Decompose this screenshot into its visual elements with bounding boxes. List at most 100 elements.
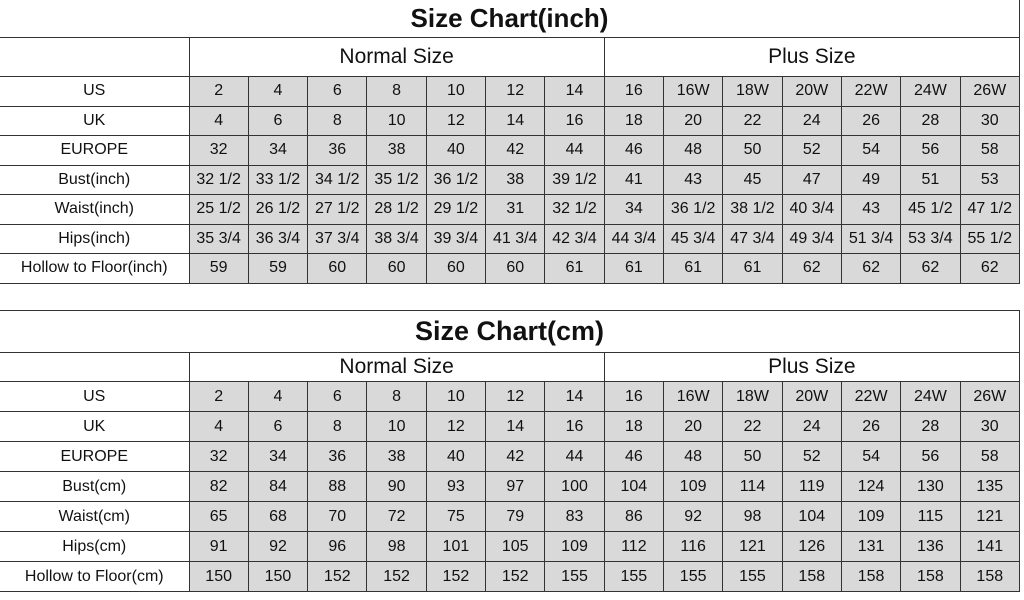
table-cell: 61 — [603, 253, 665, 284]
table-cell: 34 — [247, 135, 309, 166]
table-cell: 61 — [662, 253, 724, 284]
table-cell: 126 — [781, 531, 842, 562]
table-cell: 91 — [188, 531, 249, 562]
table-cell: 4 — [188, 411, 249, 442]
table-cell: 60 — [485, 253, 546, 284]
table-cell: 8 — [307, 411, 368, 442]
table-cell: 93 — [425, 471, 487, 502]
table-cell: 58 — [959, 441, 1021, 472]
table-cell: 34 — [603, 194, 665, 225]
table-cell: 158 — [959, 561, 1021, 592]
table-cell: 62 — [781, 253, 842, 284]
table-cell: 70 — [307, 501, 368, 532]
size-table: Size Chart(inch) Normal Size Plus Size US 2 4… — [0, 0, 1021, 284]
table-cell: 32 — [188, 135, 249, 166]
table-cell: 38 1/2 — [722, 194, 783, 225]
table-cell: 97 — [485, 471, 546, 502]
table-title: Size Chart(inch) — [0, 0, 1020, 38]
table-cell: 20 — [662, 105, 724, 136]
table-cell: 8 — [366, 76, 427, 107]
table-cell: 44 3/4 — [603, 223, 665, 254]
table-cell: 50 — [722, 441, 783, 472]
table-cell: 45 — [722, 164, 783, 195]
table-cell: 121 — [722, 531, 783, 562]
table-cell: 48 — [662, 135, 724, 166]
table-cell: 60 — [366, 253, 427, 284]
table-cell: 150 — [247, 561, 309, 592]
table-cell: 42 — [485, 441, 546, 472]
table-cell: 24W — [900, 381, 961, 412]
table-row: Waist(inch) 25 1/2 26 1/2 27 1/2 28 1/2 29 1/… — [0, 194, 1021, 225]
table-cell: 14 — [544, 76, 605, 107]
row-label: EUROPE — [0, 135, 190, 166]
table-cell: 34 — [247, 441, 309, 472]
table-row: EUROPE 32 34 36 38 40 42 44 46 48 50 52 54 56 58 — [0, 441, 1021, 472]
row-label: US — [0, 76, 190, 107]
table-cell: 105 — [485, 531, 546, 562]
table-cell: 60 — [425, 253, 487, 284]
table-cell: 83 — [544, 501, 605, 532]
table-cell: 47 3/4 — [722, 223, 783, 254]
table-cell: 40 3/4 — [781, 194, 842, 225]
table-cell: 136 — [900, 531, 961, 562]
table-cell: 42 3/4 — [544, 223, 605, 254]
table-cell: 50 — [722, 135, 783, 166]
row-label: Bust(inch) — [0, 164, 190, 195]
row-label: Hips(inch) — [0, 223, 190, 254]
table-cell: 92 — [247, 531, 309, 562]
table-cell: 22 — [722, 105, 783, 136]
table-cell: 54 — [840, 135, 902, 166]
table-cell: 18W — [722, 381, 783, 412]
table-cell: 12 — [485, 76, 546, 107]
table-row: Hips(inch) 35 3/4 36 3/4 37 3/4 38 3/4 39 3/4… — [0, 223, 1021, 254]
table-cell: 155 — [722, 561, 783, 592]
table-cell: 44 — [544, 135, 605, 166]
table-cell: 141 — [959, 531, 1021, 562]
table-cell: 22W — [840, 76, 902, 107]
table-cell: 26 — [840, 411, 902, 442]
table-cell: 59 — [247, 253, 309, 284]
table-cell: 39 1/2 — [544, 164, 605, 195]
table-cell: 28 — [900, 411, 961, 442]
table-cell: 38 — [366, 135, 427, 166]
row-label: Hips(cm) — [0, 531, 190, 562]
table-cell: 155 — [544, 561, 605, 592]
table-cell: 98 — [722, 501, 783, 532]
table-cell: 114 — [722, 471, 783, 502]
table-cell: 52 — [781, 135, 842, 166]
table-cell: 28 — [900, 105, 961, 136]
table-cell: 58 — [959, 135, 1021, 166]
table-cell: 46 — [603, 135, 665, 166]
row-label: UK — [0, 105, 190, 136]
table-cell: 124 — [840, 471, 902, 502]
table-cell: 92 — [662, 501, 724, 532]
table-cell: 28 1/2 — [366, 194, 427, 225]
table-cell: 59 — [188, 253, 249, 284]
table-cell: 25 1/2 — [188, 194, 249, 225]
table-cell: 6 — [307, 76, 368, 107]
table-cell: 45 1/2 — [900, 194, 961, 225]
table-cell: 10 — [366, 411, 427, 442]
table-cell: 90 — [366, 471, 427, 502]
table-cell: 82 — [188, 471, 249, 502]
table-cell: 36 3/4 — [247, 223, 309, 254]
table-cell: 16W — [662, 381, 724, 412]
table-cell: 2 — [188, 381, 249, 412]
table-cell: 24 — [781, 411, 842, 442]
table-cell: 14 — [485, 105, 546, 136]
table-cell: 18W — [722, 76, 783, 107]
table-cell: 35 3/4 — [188, 223, 249, 254]
table-cell: 8 — [307, 105, 368, 136]
table-cell: 4 — [247, 381, 309, 412]
table-cell: 42 — [485, 135, 546, 166]
table-cell: 49 — [840, 164, 902, 195]
table-cell: 32 1/2 — [544, 194, 605, 225]
table-cell: 41 — [603, 164, 665, 195]
table-cell: 37 3/4 — [307, 223, 368, 254]
table-row: EUROPE 32 34 36 38 40 42 44 46 48 50 52 54 56 58 — [0, 135, 1021, 166]
table-cell: 150 — [188, 561, 249, 592]
table-cell: 16 — [603, 76, 665, 107]
table-cell: 27 1/2 — [307, 194, 368, 225]
table-cell: 20W — [781, 76, 842, 107]
empty-header-cell — [0, 37, 190, 77]
